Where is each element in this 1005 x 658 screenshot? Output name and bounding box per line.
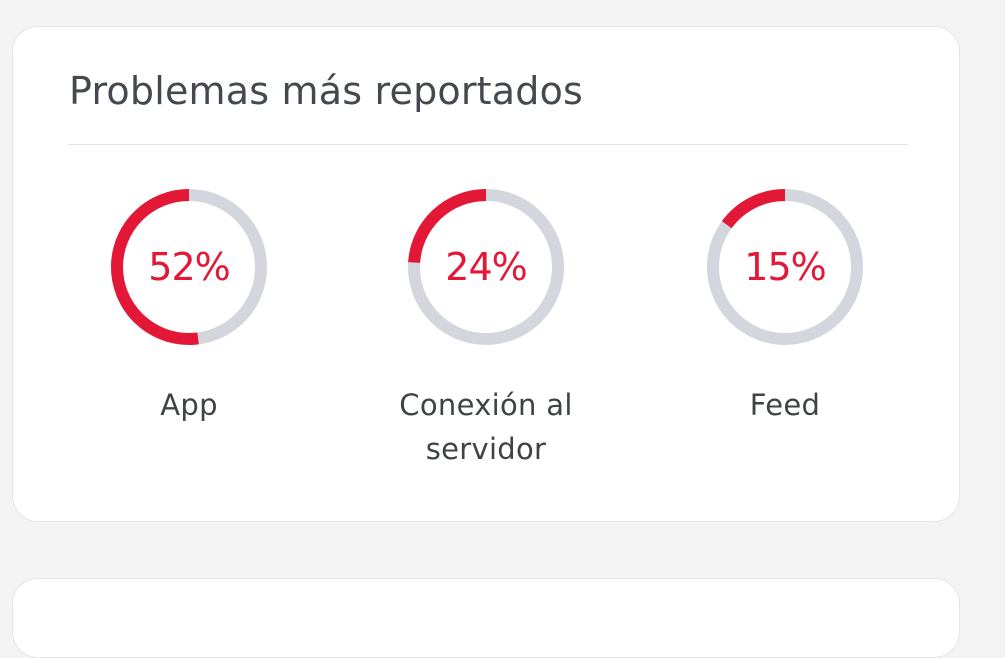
percent-value-server-connection: 24% bbox=[406, 187, 566, 347]
label-line: servidor bbox=[336, 427, 636, 471]
title-divider bbox=[68, 144, 908, 145]
card-title: Problemas más reportados bbox=[69, 69, 583, 113]
percent-value-app: 52% bbox=[109, 187, 269, 347]
progress-ring-app: 52% bbox=[109, 187, 269, 347]
label-line: App bbox=[39, 383, 339, 427]
label-line: Conexión al bbox=[336, 383, 636, 427]
metric-label-feed: Feed bbox=[635, 383, 935, 427]
progress-ring-feed: 15% bbox=[705, 187, 865, 347]
reported-problems-card: Problemas más reportados 52% App 24% Con… bbox=[12, 26, 960, 522]
percent-value-feed: 15% bbox=[705, 187, 865, 347]
metric-label-server-connection: Conexión al servidor bbox=[336, 383, 636, 471]
metric-label-app: App bbox=[39, 383, 339, 427]
label-line: Feed bbox=[635, 383, 935, 427]
next-card bbox=[12, 578, 960, 658]
progress-ring-server-connection: 24% bbox=[406, 187, 566, 347]
